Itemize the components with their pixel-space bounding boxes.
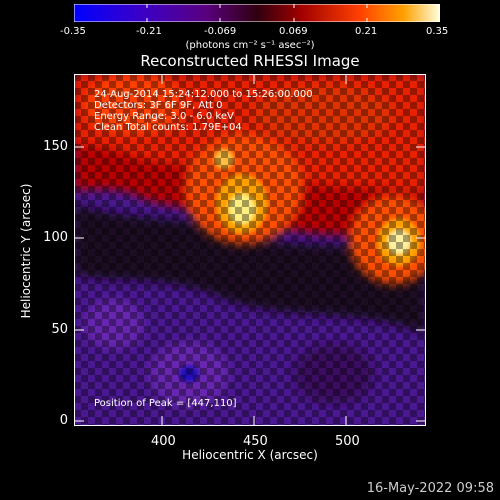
generation-date: 16-May-2022 09:58 bbox=[366, 481, 494, 496]
y-tick-label: 100 bbox=[43, 230, 68, 245]
y-tick-label: 150 bbox=[43, 139, 68, 154]
colorbar-tick-label: 0.21 bbox=[355, 26, 378, 37]
x-tick-label: 500 bbox=[335, 434, 360, 449]
peak-position-label: Position of Peak = [447,110] bbox=[94, 398, 237, 409]
colorbar-tick-label: -0.069 bbox=[204, 26, 237, 37]
colorbar-tick-label: 0.35 bbox=[426, 26, 449, 37]
time-range-label: 24-Aug-2014 15:24:12.000 to 15:26:00.000 bbox=[94, 89, 313, 100]
clean-counts-label: Clean Total counts: 1.79E+04 bbox=[94, 122, 242, 133]
x-axis-label: Heliocentric X (arcsec) bbox=[182, 448, 318, 462]
colorbar bbox=[74, 4, 440, 22]
x-tick-label: 400 bbox=[151, 434, 176, 449]
energy-range-label: Energy Range: 3.0 - 6.0 keV bbox=[94, 111, 234, 122]
image-title: Reconstructed RHESSI Image bbox=[140, 52, 360, 70]
colorbar-tick-label: -0.21 bbox=[136, 26, 162, 37]
y-axis-label: Heliocentric Y (arcsec) bbox=[19, 183, 33, 319]
y-tick-label: 50 bbox=[51, 322, 68, 337]
colorbar-tick-label: 0.069 bbox=[279, 26, 308, 37]
x-tick-label: 450 bbox=[243, 434, 268, 449]
colorbar-units: (photons cm⁻² s⁻¹ asec⁻²) bbox=[185, 40, 315, 51]
y-tick-label: 0 bbox=[59, 413, 68, 428]
rhessi-image bbox=[74, 74, 426, 426]
colorbar-tick-label: -0.35 bbox=[60, 26, 86, 37]
detectors-label: Detectors: 3F 6F 9F, Att 0 bbox=[94, 100, 223, 111]
